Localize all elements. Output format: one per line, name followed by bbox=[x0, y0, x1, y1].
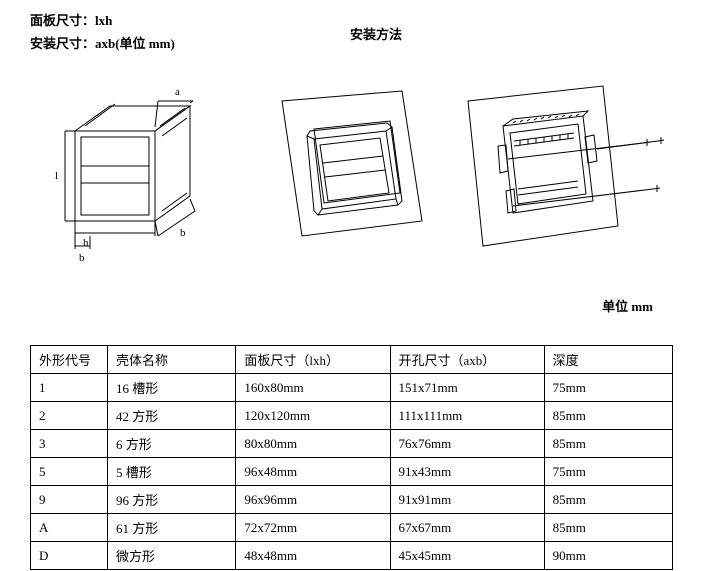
cell: 3 bbox=[31, 430, 108, 458]
cell: 48x48mm bbox=[236, 542, 390, 570]
cell: 1 bbox=[31, 374, 108, 402]
cell: 91x43mm bbox=[390, 458, 544, 486]
cell: 67x67mm bbox=[390, 514, 544, 542]
cell: 120x120mm bbox=[236, 402, 390, 430]
th-panel: 面板尺寸（lxh） bbox=[236, 346, 390, 374]
method-label: 安装方法 bbox=[350, 24, 402, 43]
cell: 96 方形 bbox=[108, 486, 236, 514]
cell: 85mm bbox=[544, 486, 672, 514]
cell: 6 方形 bbox=[108, 430, 236, 458]
diagram-area: a l h b b bbox=[30, 71, 673, 291]
table-row: 5 5 槽形 96x48mm 91x43mm 75mm bbox=[31, 458, 673, 486]
th-depth: 深度 bbox=[544, 346, 672, 374]
cell: 111x111mm bbox=[390, 402, 544, 430]
cell: 61 方形 bbox=[108, 514, 236, 542]
cell: 16 槽形 bbox=[108, 374, 236, 402]
cell: 微方形 bbox=[108, 542, 236, 570]
cell: 85mm bbox=[544, 514, 672, 542]
cell: 5 bbox=[31, 458, 108, 486]
cell: 96x96mm bbox=[236, 486, 390, 514]
table-row: D 微方形 48x48mm 45x45mm 90mm bbox=[31, 542, 673, 570]
cell: 75mm bbox=[544, 458, 672, 486]
cell: 72x72mm bbox=[236, 514, 390, 542]
table-row: 9 96 方形 96x96mm 91x91mm 85mm bbox=[31, 486, 673, 514]
cell: 76x76mm bbox=[390, 430, 544, 458]
table-row: 3 6 方形 80x80mm 76x76mm 85mm bbox=[31, 430, 673, 458]
cell: 160x80mm bbox=[236, 374, 390, 402]
th-cut: 开孔尺寸（axb） bbox=[390, 346, 544, 374]
cell: A bbox=[31, 514, 108, 542]
dim-a-label: a bbox=[175, 86, 180, 98]
dim-h-label: h bbox=[83, 237, 89, 249]
table-row: A 61 方形 72x72mm 67x67mm 85mm bbox=[31, 514, 673, 542]
cell: 90mm bbox=[544, 542, 672, 570]
table-header-row: 外形代号 壳体名称 面板尺寸（lxh） 开孔尺寸（axb） 深度 bbox=[31, 346, 673, 374]
cell: 80x80mm bbox=[236, 430, 390, 458]
cell: 5 槽形 bbox=[108, 458, 236, 486]
table-row: 2 42 方形 120x120mm 111x111mm 85mm bbox=[31, 402, 673, 430]
cell: 45x45mm bbox=[390, 542, 544, 570]
cell: 85mm bbox=[544, 402, 672, 430]
diagram-dimensions: a l h b b bbox=[35, 71, 235, 291]
unit-label: 单位 mm bbox=[30, 296, 673, 315]
dim-b2-label: b bbox=[79, 252, 85, 264]
dim-b-label: b bbox=[180, 227, 186, 239]
table-row: 1 16 槽形 160x80mm 151x71mm 75mm bbox=[31, 374, 673, 402]
cell: 42 方形 bbox=[108, 402, 236, 430]
th-name: 壳体名称 bbox=[108, 346, 236, 374]
cell: 75mm bbox=[544, 374, 672, 402]
dim-l-label: l bbox=[55, 170, 58, 182]
diagram-mount-front bbox=[252, 71, 442, 291]
cell: 85mm bbox=[544, 430, 672, 458]
dimensions-table: 外形代号 壳体名称 面板尺寸（lxh） 开孔尺寸（axb） 深度 1 16 槽形… bbox=[30, 345, 673, 570]
cell: 2 bbox=[31, 402, 108, 430]
diagram-mount-rear bbox=[458, 71, 668, 291]
th-code: 外形代号 bbox=[31, 346, 108, 374]
cell: D bbox=[31, 542, 108, 570]
cell: 96x48mm bbox=[236, 458, 390, 486]
cell: 91x91mm bbox=[390, 486, 544, 514]
cell: 9 bbox=[31, 486, 108, 514]
cell: 151x71mm bbox=[390, 374, 544, 402]
